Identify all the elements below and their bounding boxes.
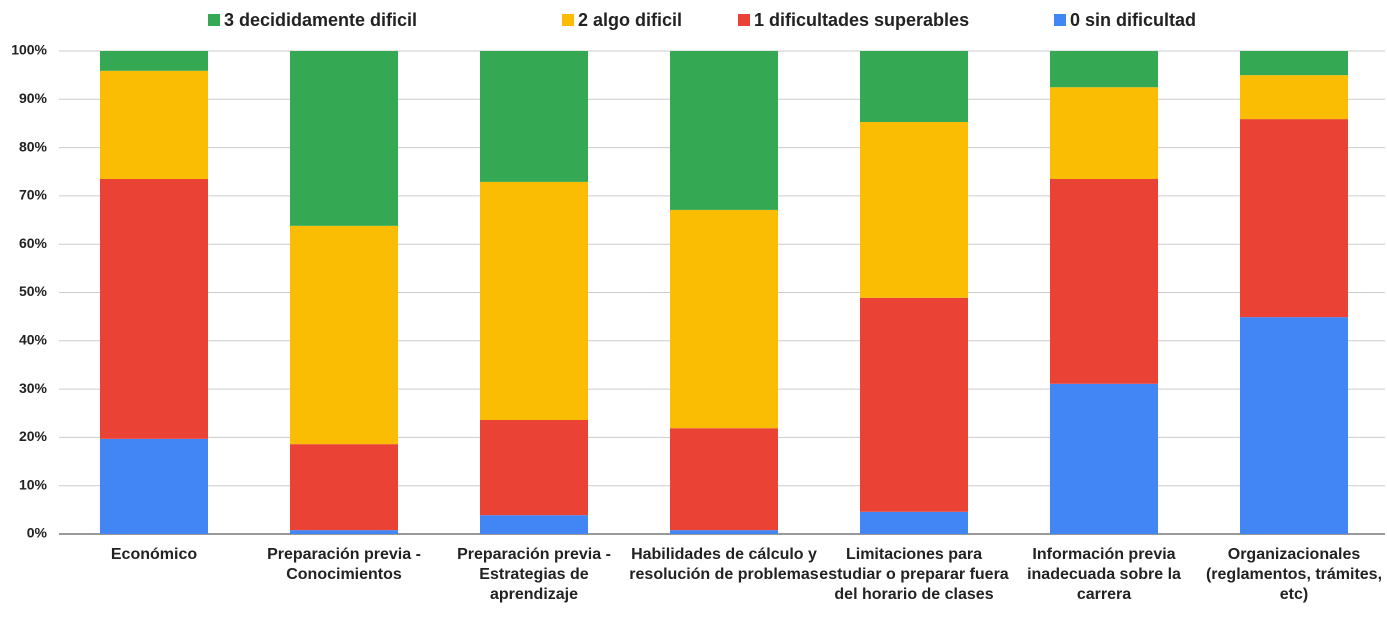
bar-segment — [100, 438, 208, 534]
bar-segment — [480, 51, 588, 182]
bar-segment — [670, 530, 778, 534]
bar-segment — [290, 530, 398, 534]
y-tick-label: 70% — [19, 187, 48, 203]
bar-segment — [860, 297, 968, 512]
x-tick-label: Preparación previa - Conocimientos — [267, 546, 421, 583]
x-tick-label: Preparación previa - Estrategias de apre… — [457, 546, 611, 603]
bar-segment — [860, 122, 968, 298]
bar-segment — [1240, 119, 1348, 318]
x-tick-label: Limitaciones para estudiar o preparar fu… — [819, 546, 1009, 603]
y-tick-label: 0% — [27, 525, 48, 541]
y-tick-label: 10% — [19, 476, 48, 492]
bar-segment — [1050, 178, 1158, 384]
y-tick-label: 60% — [19, 235, 48, 251]
y-tick-label: 100% — [11, 42, 47, 58]
bar-segment — [290, 225, 398, 445]
y-tick-label: 20% — [19, 428, 48, 444]
legend-label: 3 decididamente dificil — [224, 10, 417, 30]
y-tick-label: 90% — [19, 90, 48, 106]
bar-segment — [1050, 51, 1158, 88]
legend-label: 2 algo dificil — [578, 10, 682, 30]
y-tick-label: 40% — [19, 332, 48, 348]
bar-segment — [670, 209, 778, 429]
legend-swatch — [562, 14, 574, 26]
bar-segment — [480, 515, 588, 534]
x-tick-label: Económico — [110, 546, 198, 563]
y-tick-label: 80% — [19, 138, 48, 154]
bar-segment — [1240, 75, 1348, 120]
bar-segment — [480, 181, 588, 421]
bar-segment — [670, 51, 778, 210]
bar-segment — [670, 428, 778, 531]
bar-segment — [100, 70, 208, 179]
bar-segment — [290, 444, 398, 531]
legend-swatch — [1054, 14, 1066, 26]
y-tick-label: 30% — [19, 380, 48, 396]
bar-segment — [480, 420, 588, 516]
legend-label: 0 sin dificultad — [1070, 10, 1196, 30]
x-tick-label: Información previa inadecuada sobre la c… — [1027, 546, 1181, 603]
legend-swatch — [738, 14, 750, 26]
bar-segment — [100, 178, 208, 439]
legend-label: 1 dificultades superables — [754, 10, 969, 30]
x-tick-label: Habilidades de cálculo y resolución de p… — [629, 546, 819, 583]
bar-segment — [860, 511, 968, 534]
bar-segment — [100, 51, 208, 71]
bar-segment — [290, 51, 398, 226]
y-tick-label: 50% — [19, 283, 48, 299]
bar-segment — [1050, 87, 1158, 179]
bar-segment — [1240, 51, 1348, 76]
bar-segment — [1050, 383, 1158, 534]
legend-swatch — [208, 14, 220, 26]
bar-segment — [1240, 317, 1348, 534]
bar-segment — [860, 51, 968, 123]
x-tick-label: Organizacionales (reglamentos, trámites,… — [1205, 546, 1383, 603]
